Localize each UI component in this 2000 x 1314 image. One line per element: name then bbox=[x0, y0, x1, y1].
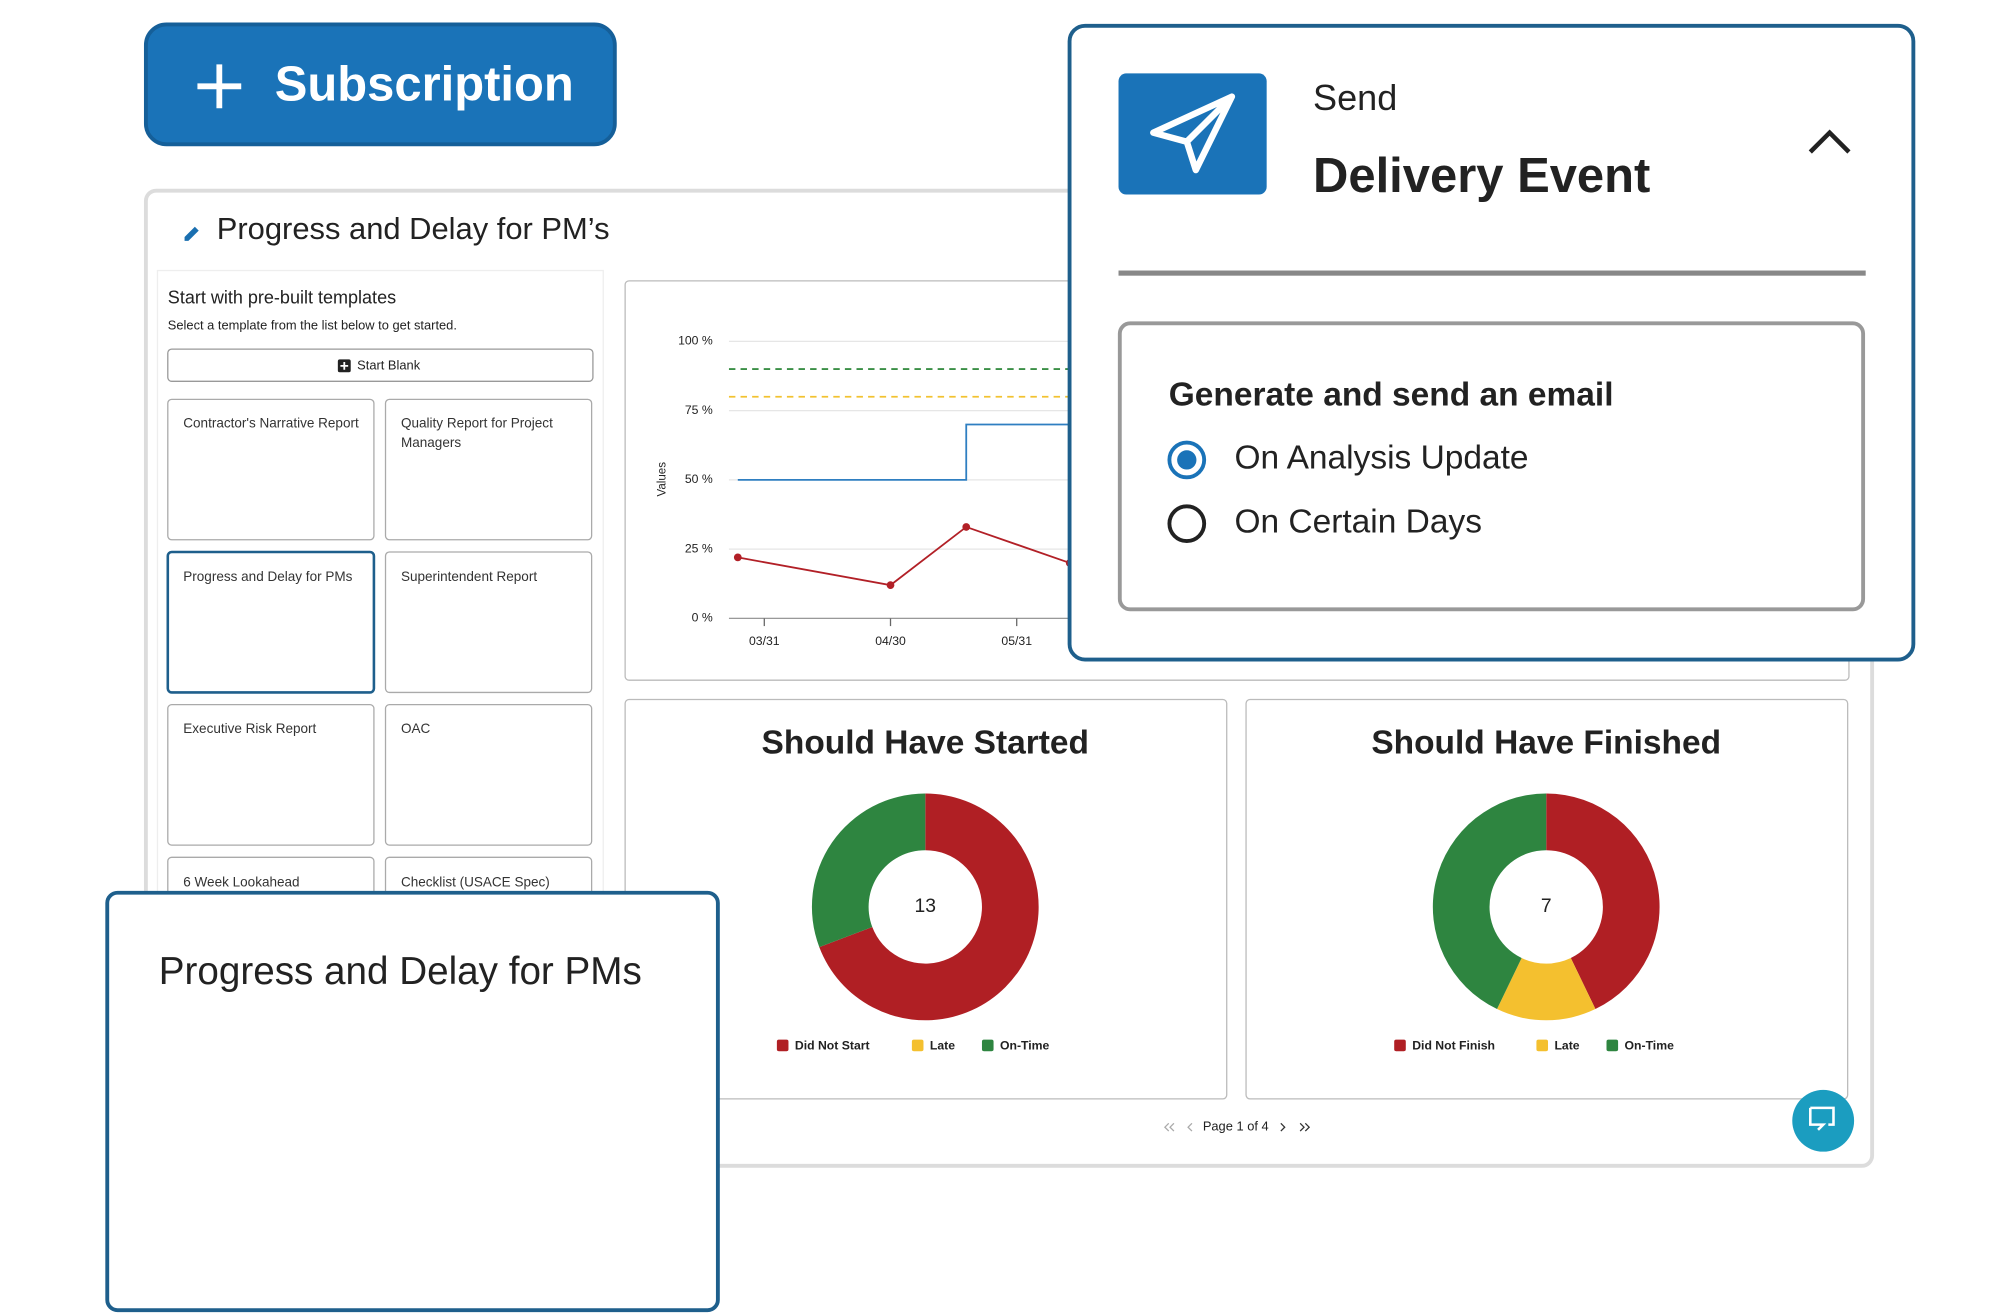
template-card[interactable] bbox=[166, 550, 376, 694]
template-card-text: Superintendent Report bbox=[400, 568, 538, 585]
legend-label: Late bbox=[930, 1038, 955, 1052]
donut-center-value: 7 bbox=[1541, 896, 1552, 917]
donut-charts: Should Have Started 13 Did Not Start Late On… bbox=[762, 724, 1722, 1052]
donut-slice bbox=[1497, 957, 1596, 1021]
start-blank-button[interactable] bbox=[167, 348, 594, 382]
start-blank-label: Start Blank bbox=[357, 357, 421, 372]
divider bbox=[1118, 270, 1866, 276]
legend-label: On-Time bbox=[1000, 1038, 1050, 1052]
template-name: Progress and Delay for PMs bbox=[183, 568, 353, 585]
y-tick-label: 25 % bbox=[685, 541, 713, 555]
subscription-label: Subscription bbox=[275, 58, 574, 112]
legend-swatch bbox=[1536, 1039, 1549, 1052]
legend-label: Late bbox=[1554, 1038, 1579, 1052]
template-card-text: Progress and Delay for PMs bbox=[183, 568, 353, 585]
templates-hint: Select a template from the list below to… bbox=[168, 317, 457, 332]
preview-title: Progress and Delay for PMs bbox=[159, 950, 642, 993]
line-point bbox=[733, 553, 742, 562]
x-tick-label: 03/31 bbox=[749, 634, 780, 648]
template-name: OAC bbox=[400, 721, 431, 737]
plus-icon bbox=[197, 64, 242, 109]
email-section-title: Generate and send an email bbox=[1169, 377, 1614, 414]
template-card-text: Executive Risk Report bbox=[183, 721, 317, 737]
radio-label: On Certain Days bbox=[1234, 504, 1482, 541]
legend-swatch bbox=[911, 1039, 924, 1052]
radio-label: On Analysis Update bbox=[1234, 440, 1528, 477]
line-series bbox=[737, 525, 1071, 587]
radio-dot bbox=[1177, 450, 1197, 470]
template-name: Contractor's Narrative Report bbox=[183, 416, 359, 432]
legend-swatch bbox=[776, 1039, 789, 1052]
donut-slice bbox=[1546, 793, 1660, 1010]
paper-plane-icon bbox=[1150, 93, 1236, 174]
donut-title: Should Have Started bbox=[762, 724, 1089, 761]
legend-swatch bbox=[981, 1039, 994, 1052]
donut-title: Should Have Finished bbox=[1371, 724, 1721, 761]
next-icons[interactable] bbox=[1280, 1122, 1311, 1132]
legend-swatch bbox=[1394, 1039, 1406, 1052]
template-name: Quality Report for Project Managers bbox=[400, 416, 553, 451]
y-tick-label: 100 % bbox=[678, 334, 713, 348]
line-series bbox=[737, 423, 1070, 481]
template-name: 6 Week Lookahead bbox=[183, 874, 300, 890]
plus-glyph bbox=[340, 361, 349, 370]
template-name: Superintendent Report bbox=[400, 568, 538, 585]
collapse-chevron[interactable] bbox=[1808, 129, 1851, 154]
donut-center-value: 13 bbox=[915, 896, 936, 917]
y-tick-label: 75 % bbox=[685, 403, 713, 417]
template-card-text: OAC bbox=[400, 721, 431, 737]
legend-swatch bbox=[1606, 1039, 1619, 1052]
delivery-title: Delivery Event bbox=[1313, 149, 1650, 203]
donut-panel bbox=[1245, 698, 1849, 1100]
donut-slice bbox=[811, 793, 926, 948]
y-tick-label: 0 % bbox=[692, 611, 713, 625]
template-card[interactable] bbox=[167, 704, 375, 846]
template-card[interactable] bbox=[384, 704, 593, 846]
y-tick-label: 50 % bbox=[685, 472, 713, 486]
template-card-text: Contractor's Narrative Report bbox=[183, 416, 359, 432]
template-card-text: Checklist (USACE Spec) bbox=[400, 874, 550, 890]
y-axis-label: Values bbox=[657, 462, 669, 497]
template-card-text: Quality Report for Project Managers bbox=[400, 416, 553, 451]
template-name: Checklist (USACE Spec) bbox=[400, 874, 550, 890]
legend-label: On-Time bbox=[1625, 1038, 1675, 1052]
subscription-button[interactable] bbox=[143, 22, 617, 147]
x-tick-label: 05/31 bbox=[1001, 634, 1032, 648]
delivery-kicker: Send bbox=[1313, 77, 1397, 118]
line-point bbox=[962, 523, 971, 531]
donut-slice bbox=[819, 793, 1039, 1021]
line-point bbox=[886, 581, 895, 589]
donut-slice bbox=[1432, 793, 1547, 1010]
legend-label: Did Not Finish bbox=[1412, 1038, 1495, 1052]
x-tick-label: 04/30 bbox=[875, 634, 906, 648]
template-card-text: 6 Week Lookahead bbox=[183, 874, 300, 890]
report-title: Progress and Delay for PM’s bbox=[217, 211, 610, 246]
edit-icon[interactable] bbox=[184, 226, 199, 241]
radio-group: On Analysis Update On Certain Days bbox=[1167, 440, 1529, 543]
radio-button[interactable] bbox=[1167, 504, 1207, 543]
chat-icon bbox=[1809, 1106, 1835, 1131]
pagination-label: Page 1 of 4 bbox=[1203, 1119, 1269, 1134]
chat-button[interactable] bbox=[1792, 1089, 1855, 1152]
prev-icons[interactable] bbox=[1163, 1122, 1193, 1132]
template-card[interactable] bbox=[167, 398, 375, 541]
template-card[interactable] bbox=[384, 398, 593, 541]
email-box bbox=[1117, 321, 1866, 612]
templates-heading: Start with pre-built templates bbox=[168, 288, 396, 308]
header-bar bbox=[157, 200, 1086, 261]
template-card[interactable] bbox=[384, 551, 593, 694]
preview-card bbox=[105, 890, 720, 1313]
legend-label: Did Not Start bbox=[795, 1038, 870, 1052]
template-name: Executive Risk Report bbox=[183, 721, 317, 737]
